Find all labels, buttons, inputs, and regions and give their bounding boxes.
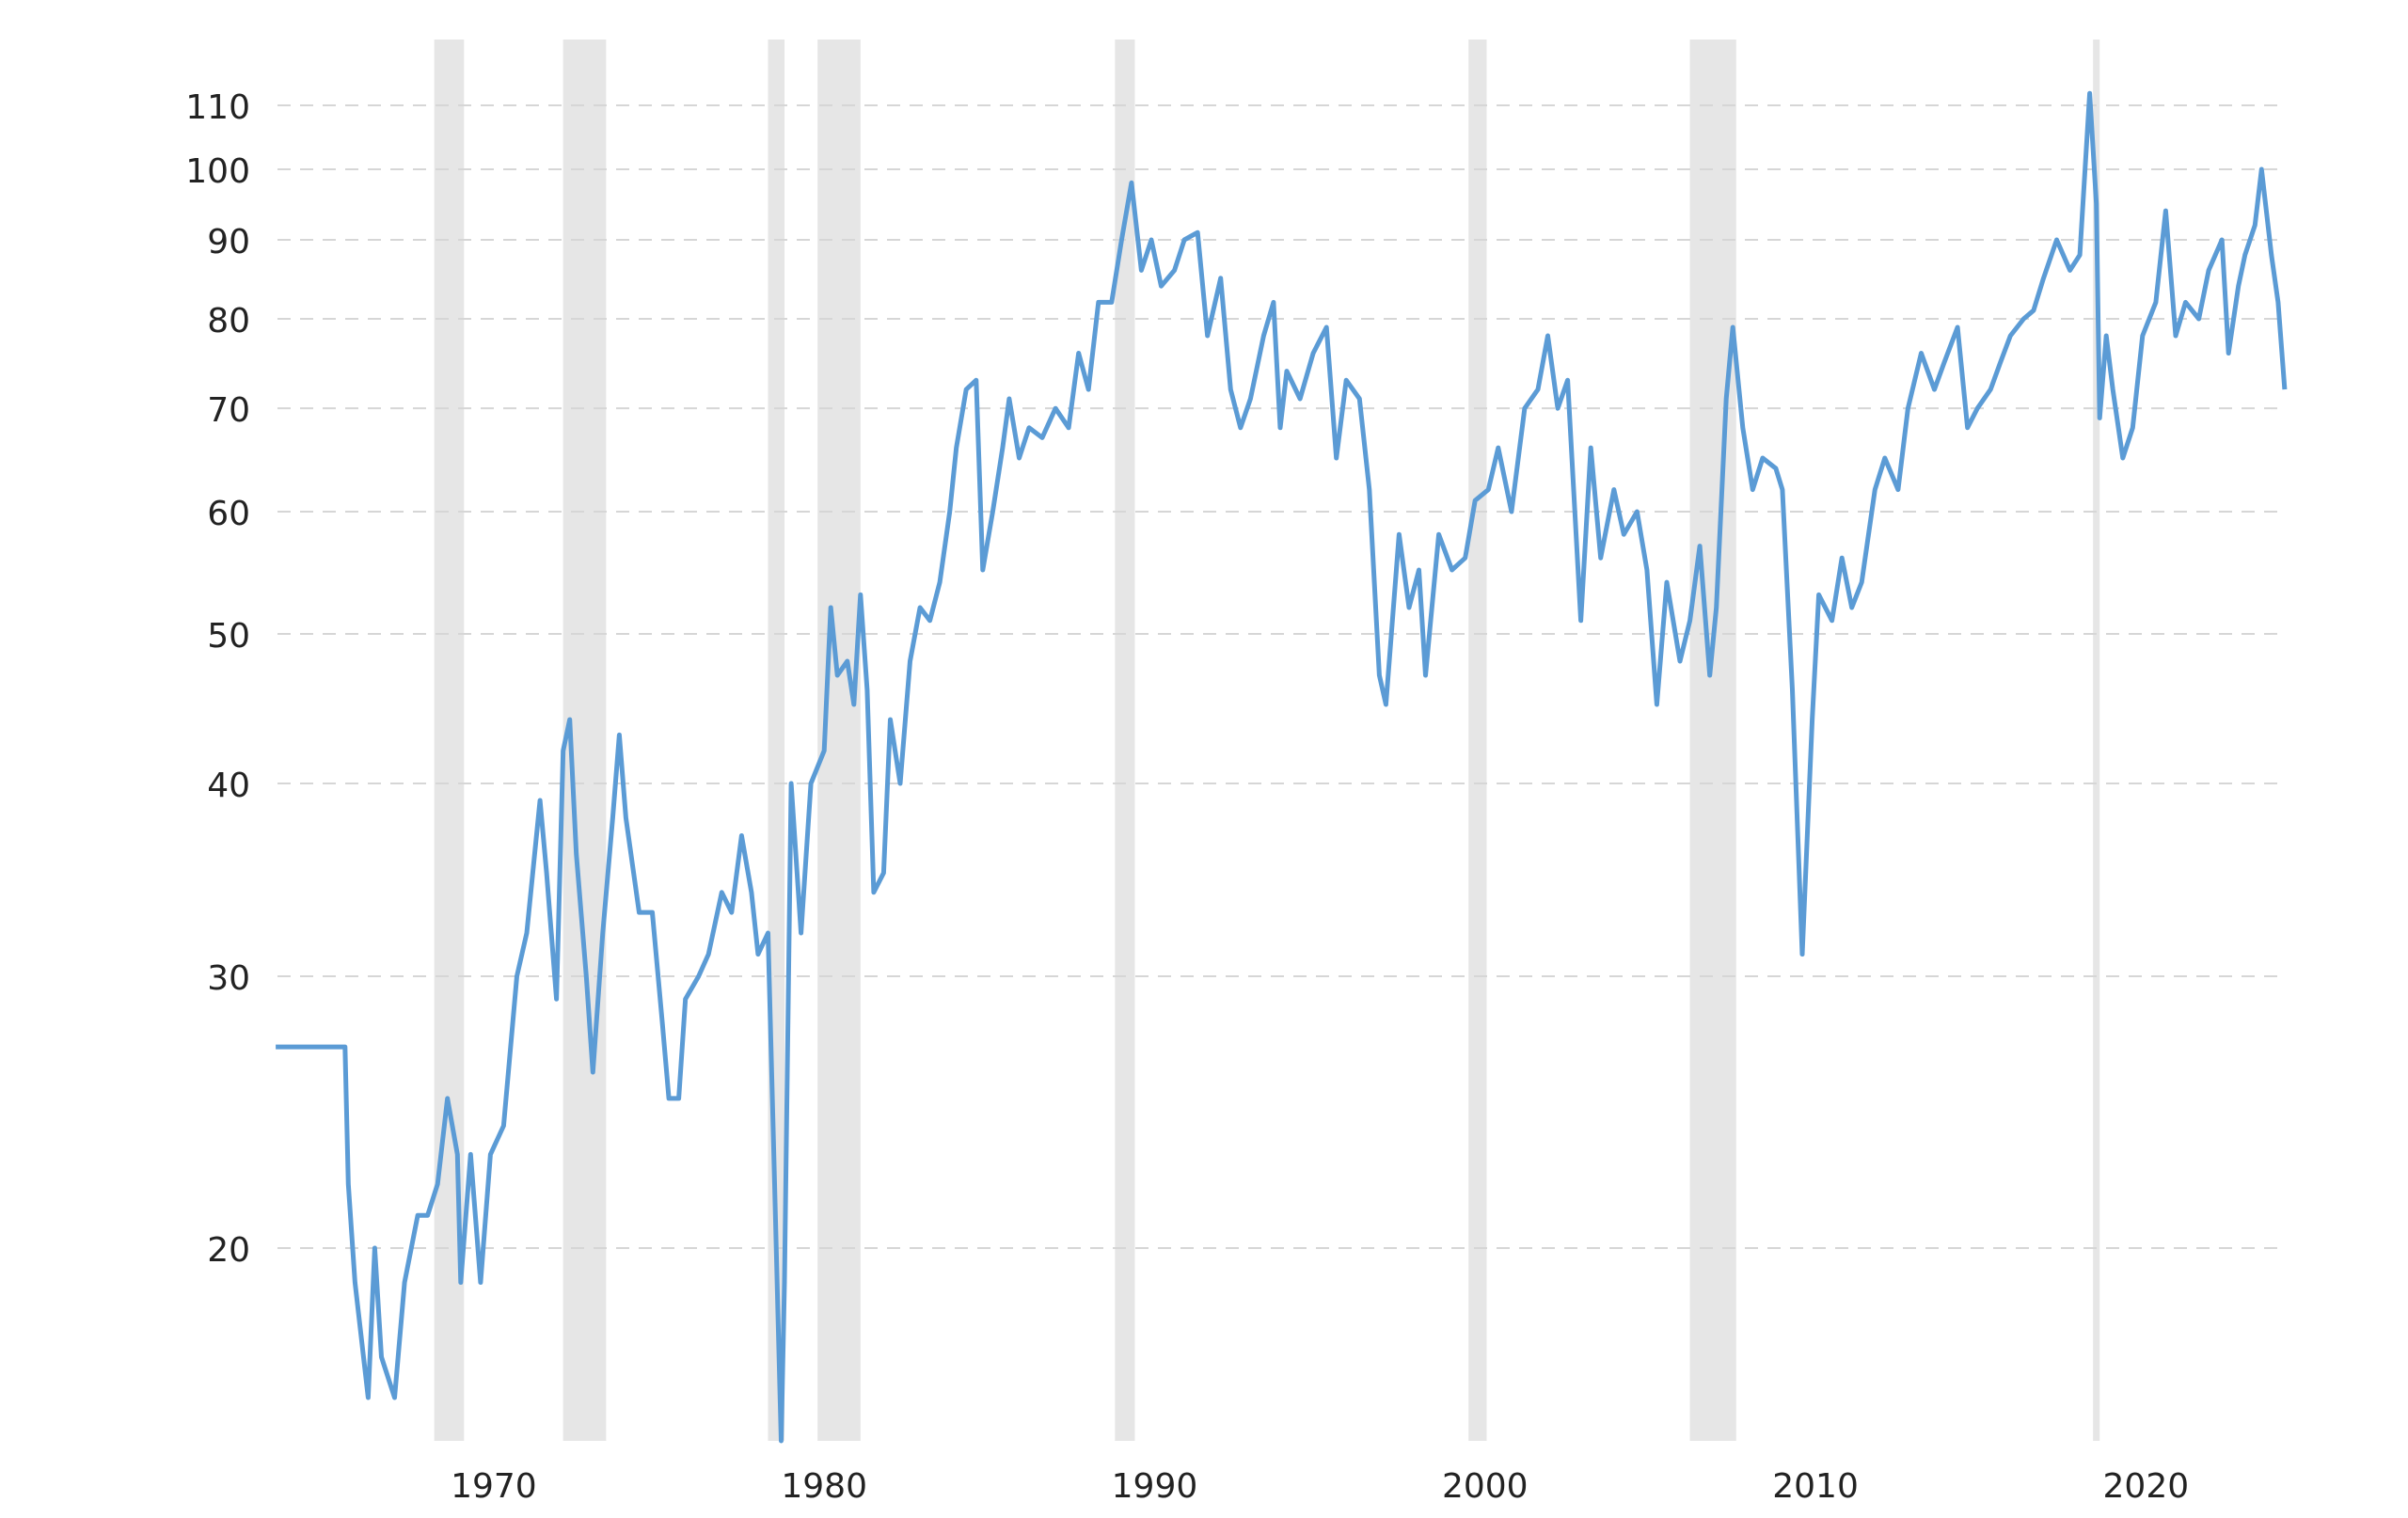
y-tick-label: 40 <box>207 767 250 805</box>
x-tick-label: 2000 <box>1442 1467 1529 1506</box>
y-tick-label: 50 <box>207 617 250 656</box>
recession-band <box>2093 40 2100 1441</box>
y-tick-label: 110 <box>185 88 250 127</box>
y-tick-label: 90 <box>207 223 250 261</box>
x-tick-label: 1970 <box>451 1467 537 1506</box>
y-tick-label: 100 <box>185 152 250 191</box>
y-tick-label: 30 <box>207 959 250 998</box>
recession-band <box>1689 40 1736 1441</box>
price-line <box>276 90 2288 1444</box>
x-tick-label: 2020 <box>2103 1467 2190 1506</box>
y-tick-label: 70 <box>207 391 250 430</box>
y-tick-label: 80 <box>207 302 250 340</box>
y-tick-label: 20 <box>207 1231 250 1270</box>
y-tick-label: 60 <box>207 495 250 533</box>
x-tick-label: 2010 <box>1772 1467 1859 1506</box>
recession-band <box>1115 40 1135 1441</box>
recession-band <box>1468 40 1487 1441</box>
x-tick-label: 1990 <box>1112 1467 1198 1506</box>
x-tick-label: 1980 <box>781 1467 867 1506</box>
